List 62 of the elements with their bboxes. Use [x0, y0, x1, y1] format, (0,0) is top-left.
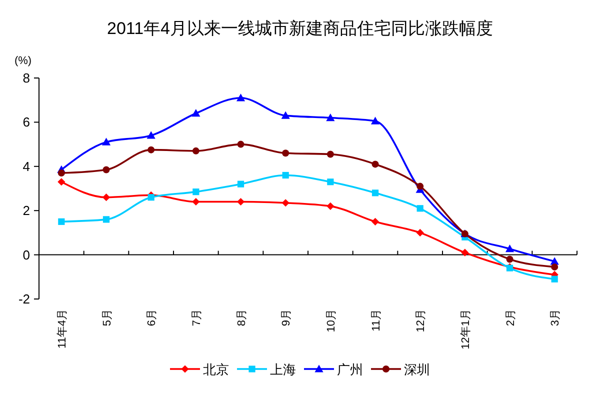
x-tick-label: 5月: [101, 309, 114, 326]
point: [102, 166, 110, 174]
point: [281, 111, 290, 119]
point: [282, 150, 290, 157]
x-tick-label: 8月: [236, 309, 248, 326]
point: [551, 263, 558, 270]
point: [326, 113, 335, 122]
x-tick-label: 6月: [146, 309, 158, 326]
point: [371, 218, 380, 226]
x-tick-label: 12月: [415, 309, 428, 332]
point: [370, 116, 380, 124]
point: [192, 188, 200, 196]
y-tick-label: -2: [18, 292, 30, 306]
point: [192, 109, 200, 117]
point: [192, 198, 200, 206]
point: [58, 218, 65, 225]
point: [237, 140, 244, 148]
point: [416, 205, 424, 212]
point: [102, 216, 110, 223]
point: [148, 146, 155, 154]
point: [282, 172, 289, 179]
point: [58, 178, 66, 186]
y-tick-label: 8: [22, 70, 30, 86]
point: [326, 150, 334, 158]
x-tick-label: 2月: [504, 309, 517, 326]
x-tick-label: 9月: [280, 309, 293, 326]
point: [146, 131, 156, 139]
point: [282, 199, 290, 207]
x-tick-label: 7月: [190, 309, 203, 326]
y-tick-label: 6: [22, 114, 30, 130]
point: [416, 228, 424, 236]
point: [192, 147, 200, 154]
point: [236, 198, 245, 206]
legend-label: 深圳: [404, 362, 430, 377]
y-tick-label: 2: [22, 203, 30, 218]
point: [506, 256, 514, 263]
point: [372, 160, 379, 168]
point: [372, 190, 379, 196]
point: [102, 138, 111, 146]
point: [551, 276, 558, 282]
legend-label: 北京: [203, 362, 229, 377]
x-tick-label: 10月: [325, 309, 338, 332]
x-tick-label: 11年4月: [56, 309, 68, 349]
point: [236, 94, 246, 102]
chart-title: 2011年4月以来一线城市新建商品住宅同比涨跌幅度: [106, 19, 494, 38]
y-tick-label: 4: [22, 158, 30, 174]
point: [102, 194, 110, 202]
y-axis-title: (%): [14, 55, 32, 67]
x-tick-label: 12年1月: [460, 309, 472, 350]
legend-label: 上海: [270, 362, 296, 377]
x-tick-label: 3月: [550, 309, 562, 326]
point: [505, 244, 514, 252]
y-tick-label: 0: [22, 247, 30, 262]
point: [327, 178, 334, 186]
legend-label: 广州: [337, 362, 363, 377]
point: [237, 180, 244, 188]
point: [148, 194, 154, 201]
point: [326, 202, 334, 210]
point: [58, 170, 65, 177]
point: [416, 182, 424, 190]
x-tick-label: 11月: [370, 309, 382, 332]
point: [461, 248, 469, 256]
